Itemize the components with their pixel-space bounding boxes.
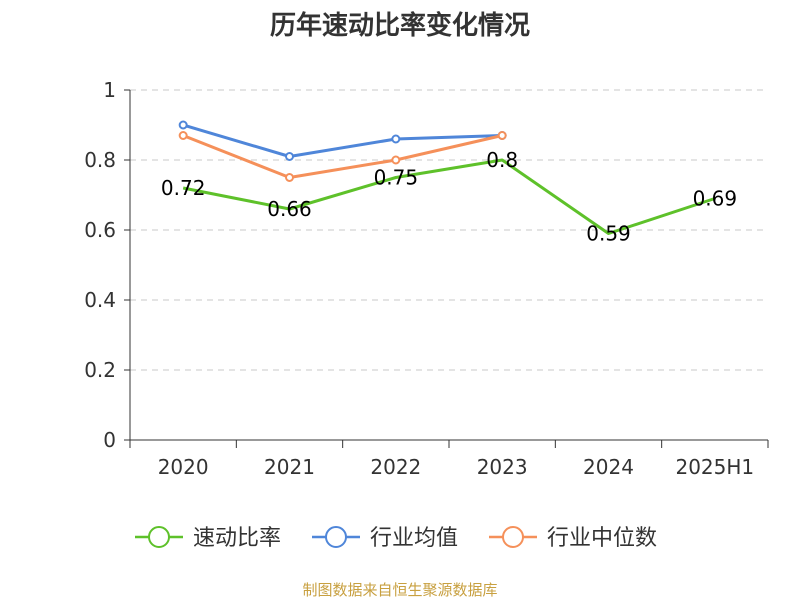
data-label: 0.72 (161, 176, 206, 200)
grid-layer (130, 89, 768, 371)
data-point (178, 120, 188, 130)
y-tick-label: 0 (103, 428, 116, 452)
legend-item[interactable]: 速动比率 (135, 526, 281, 551)
y-tick-label: 0.6 (84, 218, 116, 242)
series-line (182, 158, 716, 235)
legend-label: 行业均值 (370, 526, 458, 551)
data-point (391, 155, 401, 165)
series-line (182, 134, 503, 179)
x-tick-label: 2023 (477, 455, 528, 479)
series-line (182, 123, 503, 158)
data-point (285, 173, 294, 182)
x-tick-label: 2021 (264, 455, 315, 479)
y-tick-label: 0.8 (84, 148, 116, 172)
data-label: 0.59 (586, 222, 631, 246)
chart-title: 历年速动比率变化情况 (270, 10, 530, 41)
y-tick-label: 0.4 (84, 288, 116, 312)
data-point (178, 131, 188, 140)
data-label: 0.75 (374, 166, 419, 190)
data-label: 0.8 (486, 148, 518, 172)
data-point (497, 131, 507, 140)
x-tick-label: 2025H1 (675, 455, 754, 479)
x-tick-label: 2020 (158, 455, 209, 479)
data-label: 0.66 (267, 197, 312, 221)
y-tick-label: 0.2 (84, 358, 116, 382)
axis-layer: 0 0.2 0.4 0.6 0.8 1 2020 2021 2022 2023 2024 2025H1 (84, 78, 769, 479)
legend-marker-icon (325, 526, 347, 548)
legend-marker-icon (502, 526, 524, 548)
x-tick-label: 2022 (370, 455, 421, 479)
legend-label: 速动比率 (193, 526, 281, 551)
source-note: 制图数据来自恒生聚源数据库 (302, 581, 497, 599)
legend[interactable]: 速动比率 行业均值 行业中位数 (135, 526, 657, 551)
data-point (285, 152, 294, 161)
y-tick-label: 1 (103, 78, 116, 102)
series-layer (178, 120, 716, 235)
label-layer: 0.72 0.66 0.75 0.8 0.59 0.69 (161, 148, 737, 246)
legend-item[interactable]: 行业中位数 (489, 526, 657, 551)
legend-marker-icon (148, 526, 170, 548)
legend-label: 行业中位数 (547, 526, 657, 551)
data-label: 0.69 (693, 187, 738, 211)
legend-item[interactable]: 行业均值 (312, 526, 458, 551)
data-point (391, 134, 401, 144)
x-tick-label: 2024 (583, 455, 634, 479)
